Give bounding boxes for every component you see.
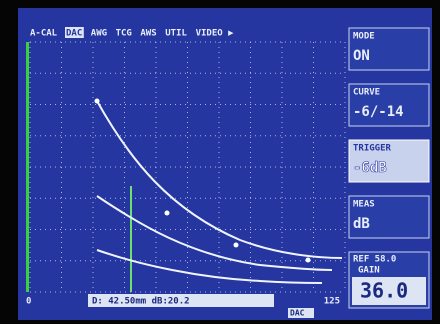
initial-pulse — [26, 42, 29, 292]
menu-item[interactable]: VIDEO ▶ — [196, 29, 235, 39]
dac-point — [165, 211, 170, 216]
gain-label: GAIN — [358, 266, 380, 276]
curve-label: CURVE — [353, 88, 380, 98]
dac-point — [306, 258, 311, 263]
device-screen: A-CAL DAC AWG TCG AWS UTIL VIDEO ▶ MODE ON CUR… — [0, 0, 440, 324]
curve-value: -6/-14 — [353, 104, 404, 120]
menu-item[interactable]: TCG — [116, 29, 132, 39]
range-start: 0 — [26, 297, 31, 307]
menu-item[interactable]: AWG — [91, 29, 107, 39]
ref-label: REF 58.0 — [353, 255, 396, 265]
mode-label: MODE — [353, 32, 375, 42]
meas-value: dB — [353, 216, 370, 232]
trigger-label: TRIGGER — [353, 144, 392, 154]
menu-item[interactable]: A-CAL — [30, 29, 58, 39]
dac-point — [234, 243, 239, 248]
menu-item[interactable]: AWS — [140, 29, 156, 39]
mode-value: ON — [353, 48, 370, 64]
footer-mode: DAC — [290, 309, 305, 318]
dac-point — [95, 99, 100, 104]
range-end: 125 — [324, 297, 340, 307]
meas-label: MEAS — [353, 200, 375, 210]
menu-item[interactable]: DAC — [66, 29, 82, 39]
menu-item[interactable]: UTIL — [165, 29, 187, 39]
readout: D: 42.50mm dB:20.2 — [92, 297, 190, 307]
trigger-value: -6dB — [353, 160, 387, 176]
gain-value: 36.0 — [360, 279, 408, 303]
